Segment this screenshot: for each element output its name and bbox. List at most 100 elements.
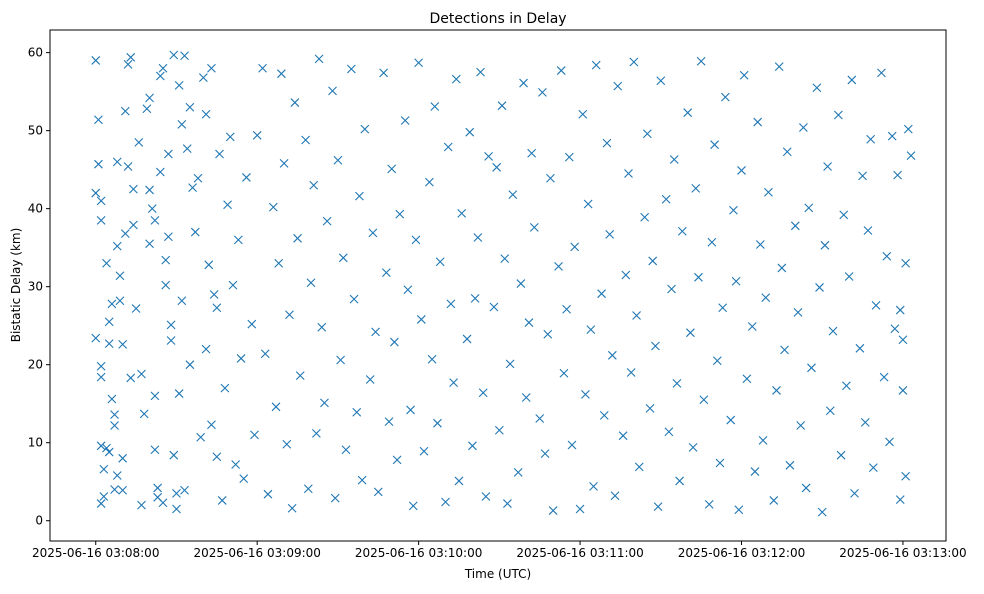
data-point-marker (174, 81, 184, 90)
data-point-marker (737, 166, 746, 175)
data-point-marker (538, 88, 547, 97)
data-point-marker (279, 159, 289, 168)
data-point-marker (895, 495, 905, 505)
data-point-marker (521, 393, 531, 402)
data-point-marker (419, 446, 429, 456)
data-point-marker (879, 372, 889, 382)
x-axis: 2025-06-16 03:08:00 2025-06-16 03:09:00 20… (32, 541, 967, 560)
data-point-marker (575, 504, 585, 514)
data-point-marker (828, 326, 838, 336)
data-point-marker (581, 389, 590, 399)
data-point-marker (715, 458, 725, 468)
data-point-marker (118, 485, 128, 495)
data-point-marker (158, 498, 168, 508)
data-point-marker (901, 471, 911, 481)
data-point-marker (301, 135, 311, 145)
data-point-marker (462, 334, 472, 344)
data-point-marker (731, 276, 741, 286)
data-point-marker (212, 452, 222, 462)
x-tick-label: 2025-06-16 03:12:00 (678, 546, 805, 560)
data-point-marker (524, 318, 534, 327)
data-point-marker (102, 258, 111, 268)
data-point-marker (271, 402, 281, 412)
data-point-marker (322, 216, 332, 226)
data-point-marker (586, 325, 596, 334)
data-point-marker (688, 442, 698, 452)
data-point-marker (847, 75, 857, 85)
data-point-marker (839, 210, 849, 220)
data-point-marker (217, 496, 227, 505)
data-point-marker (287, 503, 297, 513)
data-point-marker (556, 66, 566, 75)
data-point-marker (691, 183, 701, 193)
data-point-marker (96, 499, 106, 508)
data-point-marker (793, 308, 803, 317)
data-point-marker (790, 221, 800, 231)
data-point-marker (742, 374, 752, 384)
data-point-marker (384, 417, 394, 427)
data-point-marker (651, 341, 660, 351)
data-point-marker (107, 299, 117, 309)
data-point-marker (780, 345, 789, 355)
data-point-marker (99, 492, 109, 501)
data-point-marker (169, 450, 179, 460)
data-point-marker (365, 375, 375, 384)
data-point-marker (893, 170, 902, 180)
data-point-marker (207, 63, 216, 73)
data-point-marker (772, 386, 781, 395)
data-point-marker (145, 239, 154, 249)
data-point-marker (96, 441, 106, 451)
data-point-marker (812, 83, 822, 93)
data-point-marker (207, 420, 216, 430)
data-point-marker (602, 138, 612, 148)
data-point-marker (446, 299, 456, 309)
data-point-marker (842, 381, 851, 391)
data-point-marker (155, 71, 165, 81)
data-point-marker (355, 191, 364, 201)
data-point-marker (201, 109, 211, 119)
data-point-marker (102, 443, 111, 453)
data-point-marker (481, 492, 491, 501)
data-point-marker (548, 506, 558, 515)
data-point-marker (126, 52, 136, 62)
data-point-marker (610, 491, 620, 501)
data-point-marker (110, 410, 119, 420)
data-point-marker (449, 378, 458, 388)
data-point-marker (137, 500, 146, 510)
data-point-marker (513, 467, 523, 477)
data-point-marker (400, 116, 410, 125)
data-point-marker (328, 86, 337, 96)
data-point-marker (390, 337, 399, 347)
data-point-marker (500, 254, 510, 263)
data-point-marker (145, 185, 154, 195)
data-point-marker (381, 268, 391, 278)
data-point-marker (903, 124, 913, 134)
data-point-marker (172, 504, 181, 514)
data-point-marker (174, 389, 184, 398)
data-point-marker (169, 50, 179, 60)
data-point-marker (96, 196, 106, 206)
data-point-marker (755, 240, 765, 249)
y-axis: 0 10 20 30 40 50 60 (28, 46, 50, 528)
data-point-marker (866, 134, 876, 144)
data-point-marker (357, 475, 367, 485)
data-point-marker (589, 482, 598, 491)
data-point-marker (858, 171, 867, 181)
data-point-marker (621, 270, 631, 280)
data-point-marker (215, 149, 224, 159)
data-point-marker (750, 467, 760, 476)
data-point-marker (850, 489, 859, 498)
data-point-marker (233, 235, 243, 245)
data-point-marker (180, 51, 189, 61)
data-point-marker (718, 303, 728, 313)
data-point-marker (424, 177, 434, 187)
y-tick-label: 40 (28, 202, 43, 216)
data-point-marker (543, 329, 553, 339)
data-point-marker (898, 335, 908, 345)
data-point-marker (212, 303, 222, 313)
y-tick-label: 10 (28, 436, 43, 450)
data-point-marker (311, 428, 321, 438)
data-point-marker (147, 204, 157, 214)
data-point-marker (833, 110, 843, 120)
data-point-marker (115, 271, 125, 281)
